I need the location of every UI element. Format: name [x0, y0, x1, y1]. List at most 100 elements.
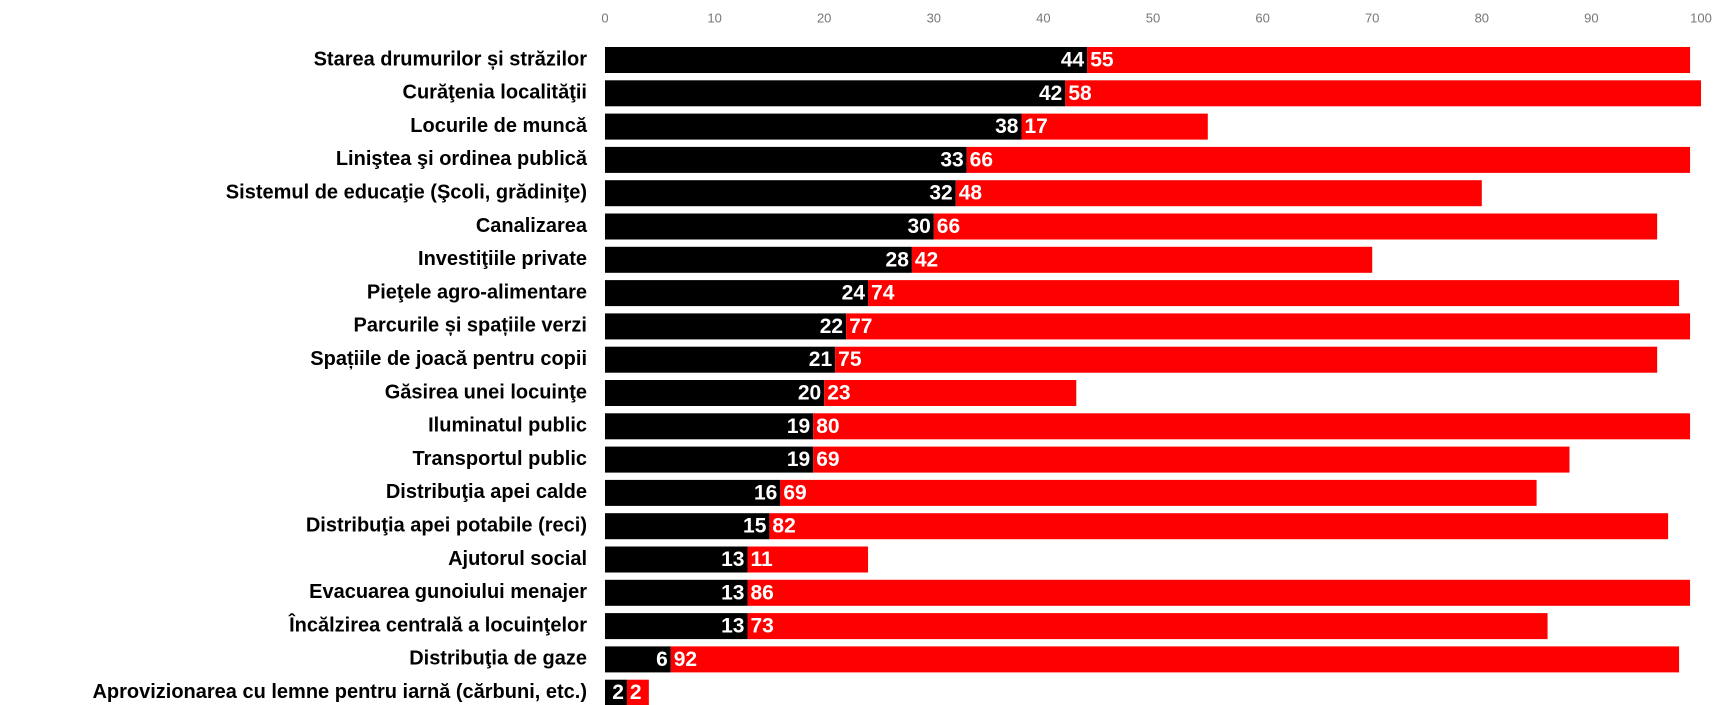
- bar-segment: [605, 413, 814, 440]
- bar-segment: [605, 113, 1022, 140]
- value-label: 66: [937, 215, 960, 238]
- bar-segment: [605, 380, 825, 406]
- value-label: 44: [1061, 49, 1085, 72]
- value-label: 21: [809, 348, 833, 371]
- category-label: Evacuarea gunoiului menajer: [309, 581, 587, 603]
- value-label: 86: [750, 581, 773, 604]
- value-label: 82: [772, 515, 795, 538]
- bar-segment: [605, 80, 1066, 107]
- bar-segment: [780, 479, 1537, 506]
- bar-segment: [1065, 80, 1701, 107]
- value-label: 2: [630, 681, 642, 704]
- value-label: 11: [750, 548, 773, 571]
- category-label: Aprovizionarea cu lemne pentru iarnă (că…: [92, 681, 587, 703]
- bar-segment: [1021, 113, 1208, 140]
- bar-segment: [813, 413, 1691, 440]
- x-tick-label: 90: [1584, 10, 1598, 25]
- value-label: 38: [995, 115, 1019, 138]
- category-label: Ajutorul social: [448, 548, 587, 570]
- x-tick-label: 20: [817, 10, 831, 25]
- value-label: 42: [915, 248, 938, 271]
- bar-segment: [605, 546, 748, 573]
- bar-segment: [605, 246, 912, 273]
- x-tick-label: 60: [1255, 10, 1269, 25]
- value-label: 13: [721, 548, 744, 571]
- x-tick-label: 10: [707, 10, 721, 25]
- category-label: Investiţiile private: [418, 248, 587, 270]
- bar-segment: [605, 180, 956, 207]
- value-label: 48: [959, 182, 983, 205]
- value-label: 55: [1090, 49, 1114, 72]
- value-label: 19: [787, 448, 810, 471]
- bar-segment: [670, 646, 1680, 673]
- value-label: 17: [1024, 115, 1047, 138]
- value-label: 92: [674, 648, 697, 671]
- bar-segment: [605, 679, 627, 705]
- bar-segment: [769, 513, 1669, 540]
- x-tick-label: 80: [1475, 10, 1489, 25]
- category-label: Curăţenia localităţii: [403, 82, 588, 104]
- category-label: Canalizarea: [476, 215, 588, 237]
- bar-segment: [605, 646, 671, 673]
- bar-segment: [747, 579, 1691, 606]
- bar-segment: [911, 246, 1373, 273]
- bar-segment: [747, 546, 869, 573]
- bar-segment: [626, 679, 649, 705]
- category-label: Starea drumurilor și străzilor: [314, 48, 588, 70]
- category-label: Spațiile de joacă pentru copii: [310, 348, 587, 370]
- category-label: Locurile de muncă: [410, 115, 588, 137]
- value-label: 66: [970, 148, 993, 171]
- bar-segment: [605, 446, 814, 473]
- value-label: 75: [838, 348, 862, 371]
- bar-segment: [605, 213, 934, 240]
- bar-segment: [966, 146, 1691, 173]
- value-label: 13: [721, 581, 744, 604]
- value-label: 33: [940, 148, 963, 171]
- bar-segment: [605, 479, 781, 506]
- category-label: Distribuţia apei calde: [386, 481, 587, 503]
- category-label: Distribuţia apei potabile (reci): [306, 514, 587, 536]
- x-tick-label: 50: [1146, 10, 1160, 25]
- value-label: 24: [842, 282, 866, 305]
- bar-segment: [605, 280, 869, 307]
- value-label: 73: [750, 615, 773, 638]
- x-tick-label: 30: [927, 10, 941, 25]
- value-label: 69: [783, 481, 806, 504]
- value-label: 30: [907, 215, 930, 238]
- bar-segment: [813, 446, 1570, 473]
- value-label: 42: [1039, 82, 1062, 105]
- bar-segment: [605, 513, 770, 540]
- value-label: 80: [816, 415, 839, 438]
- bar-segment: [605, 313, 847, 340]
- value-label: 13: [721, 615, 744, 638]
- category-label: Liniştea şi ordinea publică: [336, 148, 588, 170]
- bar-segment: [933, 213, 1658, 240]
- value-label: 58: [1068, 82, 1092, 105]
- value-label: 16: [754, 481, 777, 504]
- category-label: Transportul public: [413, 448, 587, 470]
- bar-segment: [835, 346, 1658, 373]
- value-label: 23: [827, 382, 850, 405]
- value-label: 22: [820, 315, 843, 338]
- value-label: 69: [816, 448, 839, 471]
- bar-segment: [605, 146, 967, 173]
- value-label: 20: [798, 382, 821, 405]
- value-label: 15: [743, 515, 767, 538]
- bar-segment: [955, 180, 1482, 207]
- bar-segment: [846, 313, 1691, 340]
- bar-segment: [868, 280, 1680, 307]
- category-label: Sistemul de educaţie (Şcoli, grădiniţe): [226, 181, 587, 203]
- category-label: Iluminatul public: [428, 415, 587, 437]
- value-label: 32: [929, 182, 952, 205]
- x-tick-label: 0: [601, 10, 608, 25]
- bar-segment: [747, 613, 1548, 640]
- bar-segment: [1087, 47, 1691, 73]
- bar-segment: [605, 613, 748, 640]
- category-label: Găsirea unei locuinţe: [385, 381, 587, 403]
- value-label: 6: [656, 648, 668, 671]
- category-label: Distribuţia de gaze: [409, 648, 587, 670]
- value-label: 28: [886, 248, 910, 271]
- bar-segment: [824, 380, 1077, 406]
- bar-segment: [605, 579, 748, 606]
